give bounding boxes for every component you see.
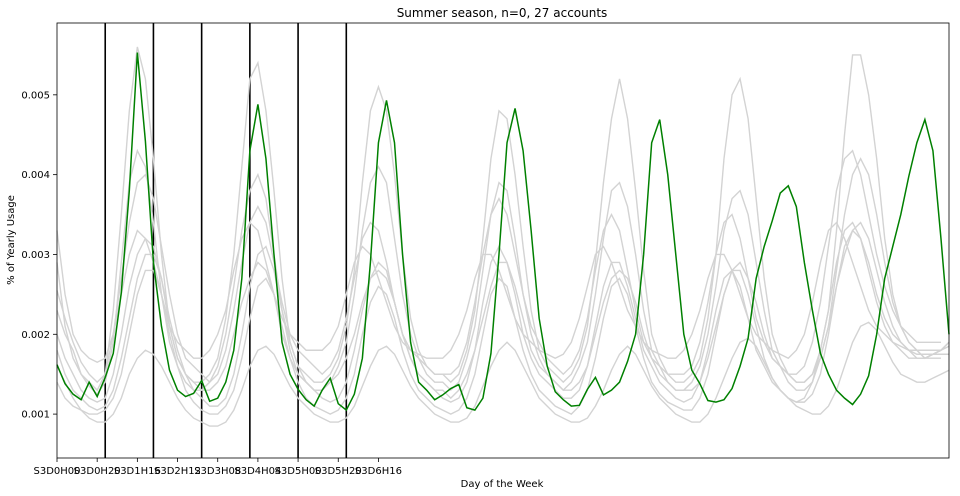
x-tick-label: S3D6H16	[355, 466, 402, 477]
mean-series-group	[56, 52, 950, 412]
x-axis-title: Day of the Week	[461, 479, 544, 490]
y-tick-label: 0.003	[21, 250, 50, 261]
account-line-2	[56, 148, 950, 396]
account-line-5	[56, 149, 941, 392]
x-tick-label: S3D3H08	[194, 466, 241, 477]
y-tick-label: 0.005	[21, 90, 50, 101]
x-tick-label: S3D0H20	[74, 466, 121, 477]
mean-usage-line	[56, 52, 950, 412]
account-line-1	[56, 46, 950, 384]
x-tick-label: S3D5H00	[275, 466, 322, 477]
y-tick-label: 0.001	[21, 410, 50, 421]
y-axis-title: % of Yearly Usage	[6, 195, 17, 285]
y-tick-label: 0.002	[21, 330, 50, 341]
account-series-group	[56, 46, 950, 427]
x-tick-label: S3D5H20	[315, 466, 362, 477]
x-tick-label: S3D0H00	[33, 466, 80, 477]
x-axis-ticks: S3D0H00S3D0H20S3D1H16S3D2H12S3D3H08S3D4H…	[33, 458, 402, 477]
account-line-8	[56, 229, 949, 415]
chart-title: Summer season, n=0, 27 accounts	[397, 6, 608, 20]
account-line-7	[56, 221, 941, 364]
account-line-4	[56, 321, 950, 427]
x-tick-label: S3D4H04	[234, 466, 281, 477]
x-tick-label: S3D2H12	[154, 466, 201, 477]
y-axis-ticks: 0.001 0.002 0.003 0.004 0.005	[21, 90, 57, 421]
day-boundary-lines	[104, 23, 348, 458]
x-tick-label: S3D1H16	[114, 466, 161, 477]
y-tick-label: 0.004	[21, 170, 50, 181]
plot-frame	[56, 22, 950, 459]
